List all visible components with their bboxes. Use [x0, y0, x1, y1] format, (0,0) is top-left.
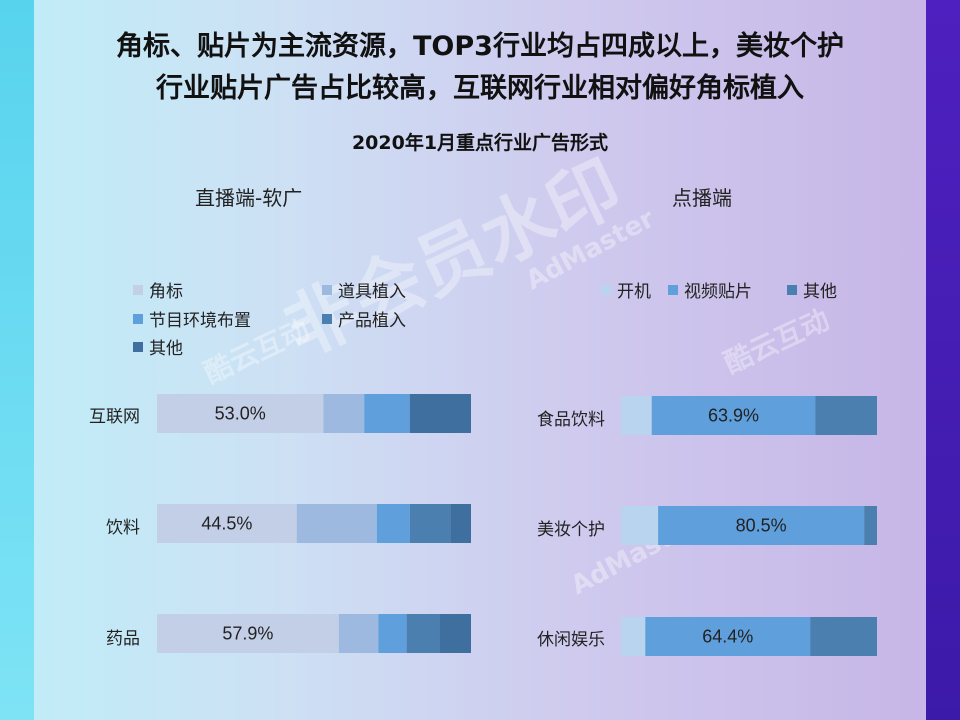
data-label-1-0: 63.9%	[708, 406, 759, 426]
bar-segment-0-2-0	[157, 614, 339, 653]
legend-swatch-product	[322, 313, 332, 324]
legend-label-boot: 开机	[617, 282, 651, 302]
data-label-0-0: 53.0%	[215, 404, 266, 424]
legend-label-preroll: 视频贴片	[684, 282, 752, 302]
legend-item-preroll: 视频贴片	[668, 277, 752, 302]
legend-swatch-preroll	[668, 284, 678, 295]
bar-segment-1-2-2	[810, 617, 877, 656]
headline-line-1: 角标、贴片为主流资源，TOP3行业均占四成以上，美妆个护	[116, 31, 844, 62]
bar-segment-0-2-4	[439, 614, 471, 653]
bar-segment-0-1-0	[157, 504, 297, 543]
legend-label-scene: 节目环境布置	[149, 311, 251, 331]
bar-segment-0-0-4	[409, 394, 471, 433]
bar-segment-0-2-2	[378, 614, 407, 653]
legend-swatch-other-vod	[787, 284, 797, 295]
legend-label-other-live: 其他	[149, 339, 183, 359]
bar-segment-1-1-2	[864, 506, 877, 545]
data-label-0-1: 44.5%	[201, 514, 252, 534]
bar-segment-1-2-0	[621, 617, 646, 656]
bar-segment-1-0-1	[651, 396, 816, 435]
legend-swatch-other-live	[133, 341, 143, 352]
bar-segment-0-1-1	[296, 504, 377, 543]
bar-segment-0-1-3	[409, 504, 451, 543]
bar-segment-0-0-2	[364, 394, 410, 433]
legend-swatch-scene	[133, 313, 143, 324]
bar-segment-0-1-4	[450, 504, 471, 543]
right-accent-band	[926, 0, 960, 720]
legend-swatch-prop	[322, 284, 332, 295]
category-label-beauty: 美妆个护	[537, 520, 605, 540]
bar-segment-1-1-1	[658, 506, 865, 545]
legend-item-other-vod: 其他	[787, 277, 837, 302]
category-label-food-beverage: 食品饮料	[537, 410, 605, 430]
data-label-1-1: 80.5%	[736, 516, 787, 536]
data-label-0-2: 57.9%	[222, 624, 273, 644]
legend-item-boot: 开机	[601, 277, 651, 302]
legend-label-other-vod: 其他	[803, 282, 837, 302]
legend-item-corner: 角标	[133, 277, 183, 302]
category-label-beverage: 饮料	[106, 518, 140, 538]
legend-label-prop: 道具植入	[338, 282, 406, 302]
legend-item-prop: 道具植入	[322, 277, 406, 302]
bar-segment-0-2-3	[406, 614, 440, 653]
legend-item-scene: 节目环境布置	[133, 306, 251, 331]
bar-segment-1-1-0	[621, 506, 659, 545]
legend-label-corner: 角标	[149, 282, 183, 302]
panel-title-vod: 点播端	[672, 186, 732, 210]
data-label-1-2: 64.4%	[702, 627, 753, 647]
bar-segment-0-0-1	[323, 394, 365, 433]
legend-item-other-live: 其他	[133, 334, 183, 359]
legend-swatch-corner	[133, 284, 143, 295]
category-label-leisure: 休闲娱乐	[537, 630, 605, 650]
bar-segment-1-0-0	[621, 396, 652, 435]
chart-title: 2020年1月重点行业广告形式	[351, 132, 609, 154]
category-label-internet: 互联网	[89, 407, 140, 427]
panel-title-live: 直播端-软广	[195, 186, 303, 210]
bar-segment-0-2-1	[338, 614, 379, 653]
category-label-medicine: 药品	[106, 629, 140, 649]
bar-segment-0-1-2	[376, 504, 410, 543]
bar-segment-1-2-1	[645, 617, 811, 656]
bar-segment-1-0-2	[815, 396, 877, 435]
headline-line-2: 行业贴片广告占比较高，互联网行业相对偏好角标植入	[156, 73, 804, 104]
legend-item-product: 产品植入	[322, 306, 406, 331]
legend-label-product: 产品植入	[338, 311, 406, 331]
left-accent-band	[0, 0, 34, 720]
legend-swatch-boot	[601, 284, 611, 295]
bar-segment-0-0-0	[157, 394, 324, 433]
